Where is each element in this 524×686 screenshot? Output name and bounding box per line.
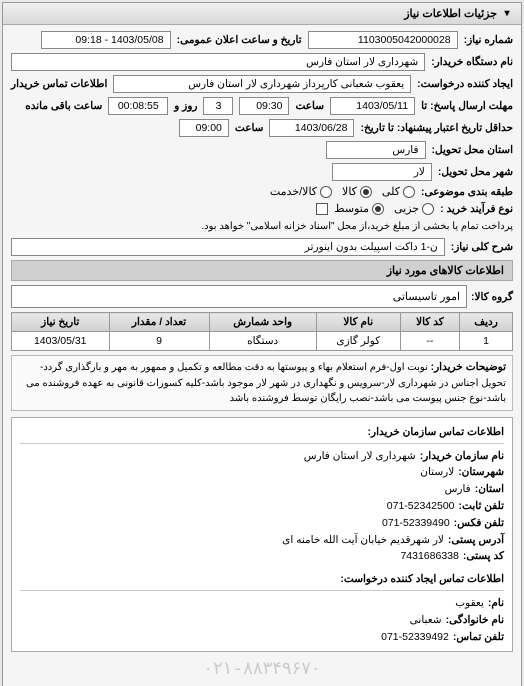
org-city-label: شهرستان: <box>458 464 504 481</box>
cell-name: کولر گازی <box>316 332 400 351</box>
org-province: فارس <box>445 481 471 498</box>
person-name-label: نام: <box>488 595 504 612</box>
col-code: کد کالا <box>400 313 459 332</box>
validity-time-label: ساعت <box>235 122 264 134</box>
table-row: 1 -- کولر گازی دستگاه 9 1403/05/31 <box>12 332 513 351</box>
radio-all-label: کلی <box>382 185 400 198</box>
treasury-checkbox[interactable] <box>316 203 328 215</box>
group-value-field: امور تاسیساتی <box>11 285 467 308</box>
buyer-org-label: نام دستگاه خریدار: <box>431 56 513 68</box>
person-phone: 071-52339492 <box>381 629 449 646</box>
remain-label: ساعت باقی مانده <box>25 100 102 112</box>
person-phone-label: تلفن تماس: <box>453 629 504 646</box>
province-field: فارس <box>326 141 426 159</box>
org-postcode-label: کد پستی: <box>463 548 504 565</box>
org-address: لار شهرقدیم خیابان آیت الله خامنه ای <box>282 532 444 549</box>
cell-row: 1 <box>460 332 513 351</box>
org-province-label: استان: <box>475 481 504 498</box>
org-fax: 071-52339490 <box>382 515 450 532</box>
radio-goods[interactable]: کالا <box>342 185 372 198</box>
process-label: نوع فرآیند خرید : <box>440 203 513 215</box>
org-phone: 071-52342500 <box>387 498 455 515</box>
radio-goods-label: کالا <box>342 185 357 198</box>
validity-date-field: 1403/06/28 <box>269 119 354 137</box>
request-no-field: 1103005042000028 <box>308 31 458 49</box>
remain-time-field: 00:08:55 <box>108 97 168 115</box>
buyer-org-field: شهرداری لار استان فارس <box>11 53 425 71</box>
panel-header: ▾ جزئیات اطلاعات نیاز <box>3 3 521 25</box>
requester-label: ایجاد کننده درخواست: <box>417 78 513 90</box>
deadline-time-field: 09:30 <box>239 97 289 115</box>
public-datetime-label: تاریخ و ساعت اعلان عمومی: <box>177 34 302 46</box>
radio-medium[interactable]: متوسط <box>334 202 384 215</box>
validity-time-field: 09:00 <box>179 119 229 137</box>
col-name: نام کالا <box>316 313 400 332</box>
person-lastname: شعبانی <box>410 612 442 629</box>
public-datetime-field: 1403/05/08 - 09:18 <box>41 31 171 49</box>
deadline-label: مهلت ارسال پاسخ: تا <box>421 100 513 112</box>
process-radio-group: جزیی متوسط <box>334 202 434 215</box>
person-lastname-label: نام خانوادگی: <box>446 612 504 629</box>
cell-date: 1403/05/31 <box>12 332 110 351</box>
category-label: طبقه بندی موضوعی: <box>421 186 513 198</box>
desc-label: شرح کلی نیاز: <box>451 241 513 253</box>
radio-small-label: جزیی <box>394 202 419 215</box>
buyer-note-box: توضیحات خریدار: نوبت اول-فرم استعلام بها… <box>11 355 513 411</box>
collapse-icon[interactable]: ▾ <box>501 8 513 20</box>
org-postcode: 7431686338 <box>400 548 458 565</box>
province-label: استان محل تحویل: <box>432 144 513 156</box>
cell-code: -- <box>400 332 459 351</box>
cell-qty: 9 <box>109 332 209 351</box>
request-no-label: شماره نیاز: <box>464 34 513 46</box>
person-name: یعقوب <box>455 595 484 612</box>
table-header-row: ردیف کد کالا نام کالا واحد شمارش تعداد /… <box>12 313 513 332</box>
panel-title: جزئیات اطلاعات نیاز <box>404 7 497 20</box>
org-phone-label: تلفن ثابت: <box>459 498 504 515</box>
remain-days-label: روز و <box>174 100 197 112</box>
category-radio-group: کلی کالا کالا/خدمت <box>270 185 415 198</box>
org-address-label: آدرس پستی: <box>448 532 504 549</box>
col-unit: واحد شمارش <box>209 313 316 332</box>
contact-org-header: اطلاعات تماس سازمان خریدار: <box>20 424 504 444</box>
org-city: لارستان <box>420 464 454 481</box>
desc-field: ن-1 داکت اسپیلت بدون اینورتر <box>11 238 445 256</box>
process-note: پرداخت تمام یا بخشی از مبلغ خرید،از محل … <box>201 221 513 232</box>
city-label: شهر محل تحویل: <box>438 166 513 178</box>
buyer-contact-label[interactable]: اطلاعات تماس خریدار <box>11 78 107 90</box>
items-section-title: اطلاعات کالاهای مورد نیاز <box>11 260 513 281</box>
col-row: ردیف <box>460 313 513 332</box>
items-table: ردیف کد کالا نام کالا واحد شمارش تعداد /… <box>11 312 513 351</box>
contact-person-header: اطلاعات تماس ایجاد کننده درخواست: <box>20 571 504 591</box>
deadline-date-field: 1403/05/11 <box>330 97 415 115</box>
validity-label: حداقل تاریخ اعتبار پیشنهاد: تا تاریخ: <box>360 122 513 134</box>
radio-service[interactable]: کالا/خدمت <box>270 185 332 198</box>
radio-small[interactable]: جزیی <box>394 202 434 215</box>
org-name-label: نام سازمان خریدار: <box>420 448 504 465</box>
org-name: شهرداری لار استان فارس <box>304 448 416 465</box>
requester-field: یعقوب شعبانی کارپرداز شهرداری لار استان … <box>113 75 411 93</box>
panel-body: شماره نیاز: 1103005042000028 تاریخ و ساع… <box>3 25 521 686</box>
col-date: تاریخ نیاز <box>12 313 110 332</box>
radio-all[interactable]: کلی <box>382 185 415 198</box>
col-qty: تعداد / مقدار <box>109 313 209 332</box>
org-fax-label: تلفن فکس: <box>454 515 504 532</box>
footer-phone: ۰۲۱-۸۸۳۴۹۶۷۰ <box>11 658 513 680</box>
radio-medium-label: متوسط <box>334 202 369 215</box>
radio-service-label: کالا/خدمت <box>270 185 317 198</box>
group-label: گروه کالا: <box>471 291 513 303</box>
remain-days-field: 3 <box>203 97 233 115</box>
note-label: توضیحات خریدار: <box>431 361 506 373</box>
contact-org-section: اطلاعات تماس سازمان خریدار: نام سازمان خ… <box>11 417 513 653</box>
main-panel: ▾ جزئیات اطلاعات نیاز شماره نیاز: 110300… <box>2 2 522 686</box>
cell-unit: دستگاه <box>209 332 316 351</box>
city-field: لار <box>332 163 432 181</box>
deadline-time-label: ساعت <box>295 100 324 112</box>
